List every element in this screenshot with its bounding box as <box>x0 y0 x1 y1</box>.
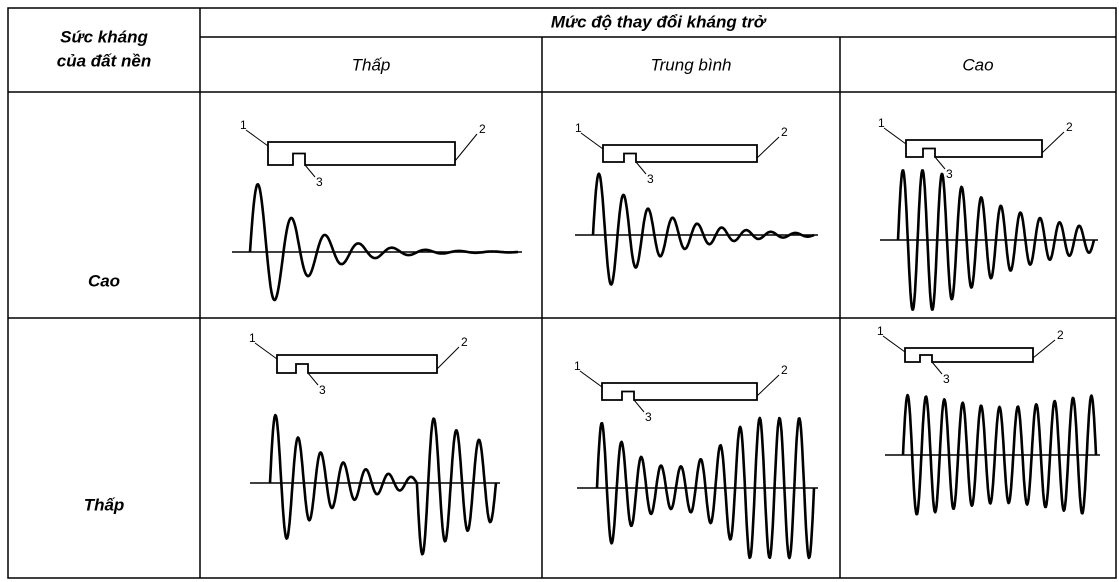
leader-line <box>305 165 315 177</box>
leader-line <box>883 336 905 352</box>
callout: 2 <box>1066 120 1073 134</box>
waveform <box>250 184 518 300</box>
callout: 2 <box>461 335 468 349</box>
sensor-bar <box>268 142 455 165</box>
leader-line <box>757 137 779 158</box>
callout: 1 <box>249 331 256 345</box>
column-title: Trung bình <box>651 55 732 74</box>
column-title: Cao <box>962 55 993 74</box>
leader-line <box>308 373 318 385</box>
waveform <box>898 170 1094 309</box>
callout: 1 <box>878 116 885 130</box>
row-header: Sức kháng <box>60 27 148 46</box>
row-header: của đất nền <box>57 51 151 70</box>
leader-line <box>884 128 906 144</box>
callout: 2 <box>781 125 788 139</box>
sensor-bar <box>906 140 1042 157</box>
callout: 3 <box>946 167 953 181</box>
leader-line <box>935 157 945 169</box>
leader-line <box>1042 132 1064 153</box>
callout: 1 <box>574 359 581 373</box>
callout: 1 <box>240 118 247 132</box>
callout: 2 <box>781 363 788 377</box>
leader-line <box>757 375 779 396</box>
leader-line <box>437 347 459 369</box>
leader-line <box>455 134 477 161</box>
callout: 3 <box>647 172 654 186</box>
leader-line <box>634 400 644 412</box>
leader-line <box>636 162 646 174</box>
callout: 2 <box>479 122 486 136</box>
callout: 3 <box>316 175 323 189</box>
leader-line <box>581 133 603 149</box>
leader-line <box>1033 340 1055 358</box>
waveform <box>593 174 814 285</box>
callout: 3 <box>645 410 652 424</box>
column-title: Thấp <box>352 55 391 74</box>
sensor-bar <box>602 383 757 400</box>
sensor-bar <box>603 145 757 162</box>
leader-line <box>246 130 268 146</box>
callout: 1 <box>877 324 884 338</box>
table: Sức kháng của đất nền Mức độ thay đổi kh… <box>0 0 1119 582</box>
sensor-bar <box>277 355 437 373</box>
row-label: Thấp <box>84 495 125 514</box>
callout: 3 <box>943 372 950 386</box>
leader-line <box>580 371 602 387</box>
leader-line <box>932 362 942 374</box>
leader-line <box>255 343 277 359</box>
row-label: Cao <box>88 271 120 290</box>
group-title: Mức độ thay đổi kháng trở <box>551 12 767 31</box>
callout: 3 <box>319 383 326 397</box>
waveform <box>270 415 496 554</box>
callout: 1 <box>575 121 582 135</box>
callout: 2 <box>1057 328 1064 342</box>
sensor-bar <box>905 348 1033 362</box>
